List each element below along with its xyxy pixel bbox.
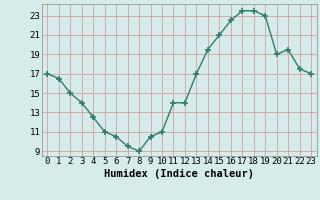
X-axis label: Humidex (Indice chaleur): Humidex (Indice chaleur)	[104, 169, 254, 179]
